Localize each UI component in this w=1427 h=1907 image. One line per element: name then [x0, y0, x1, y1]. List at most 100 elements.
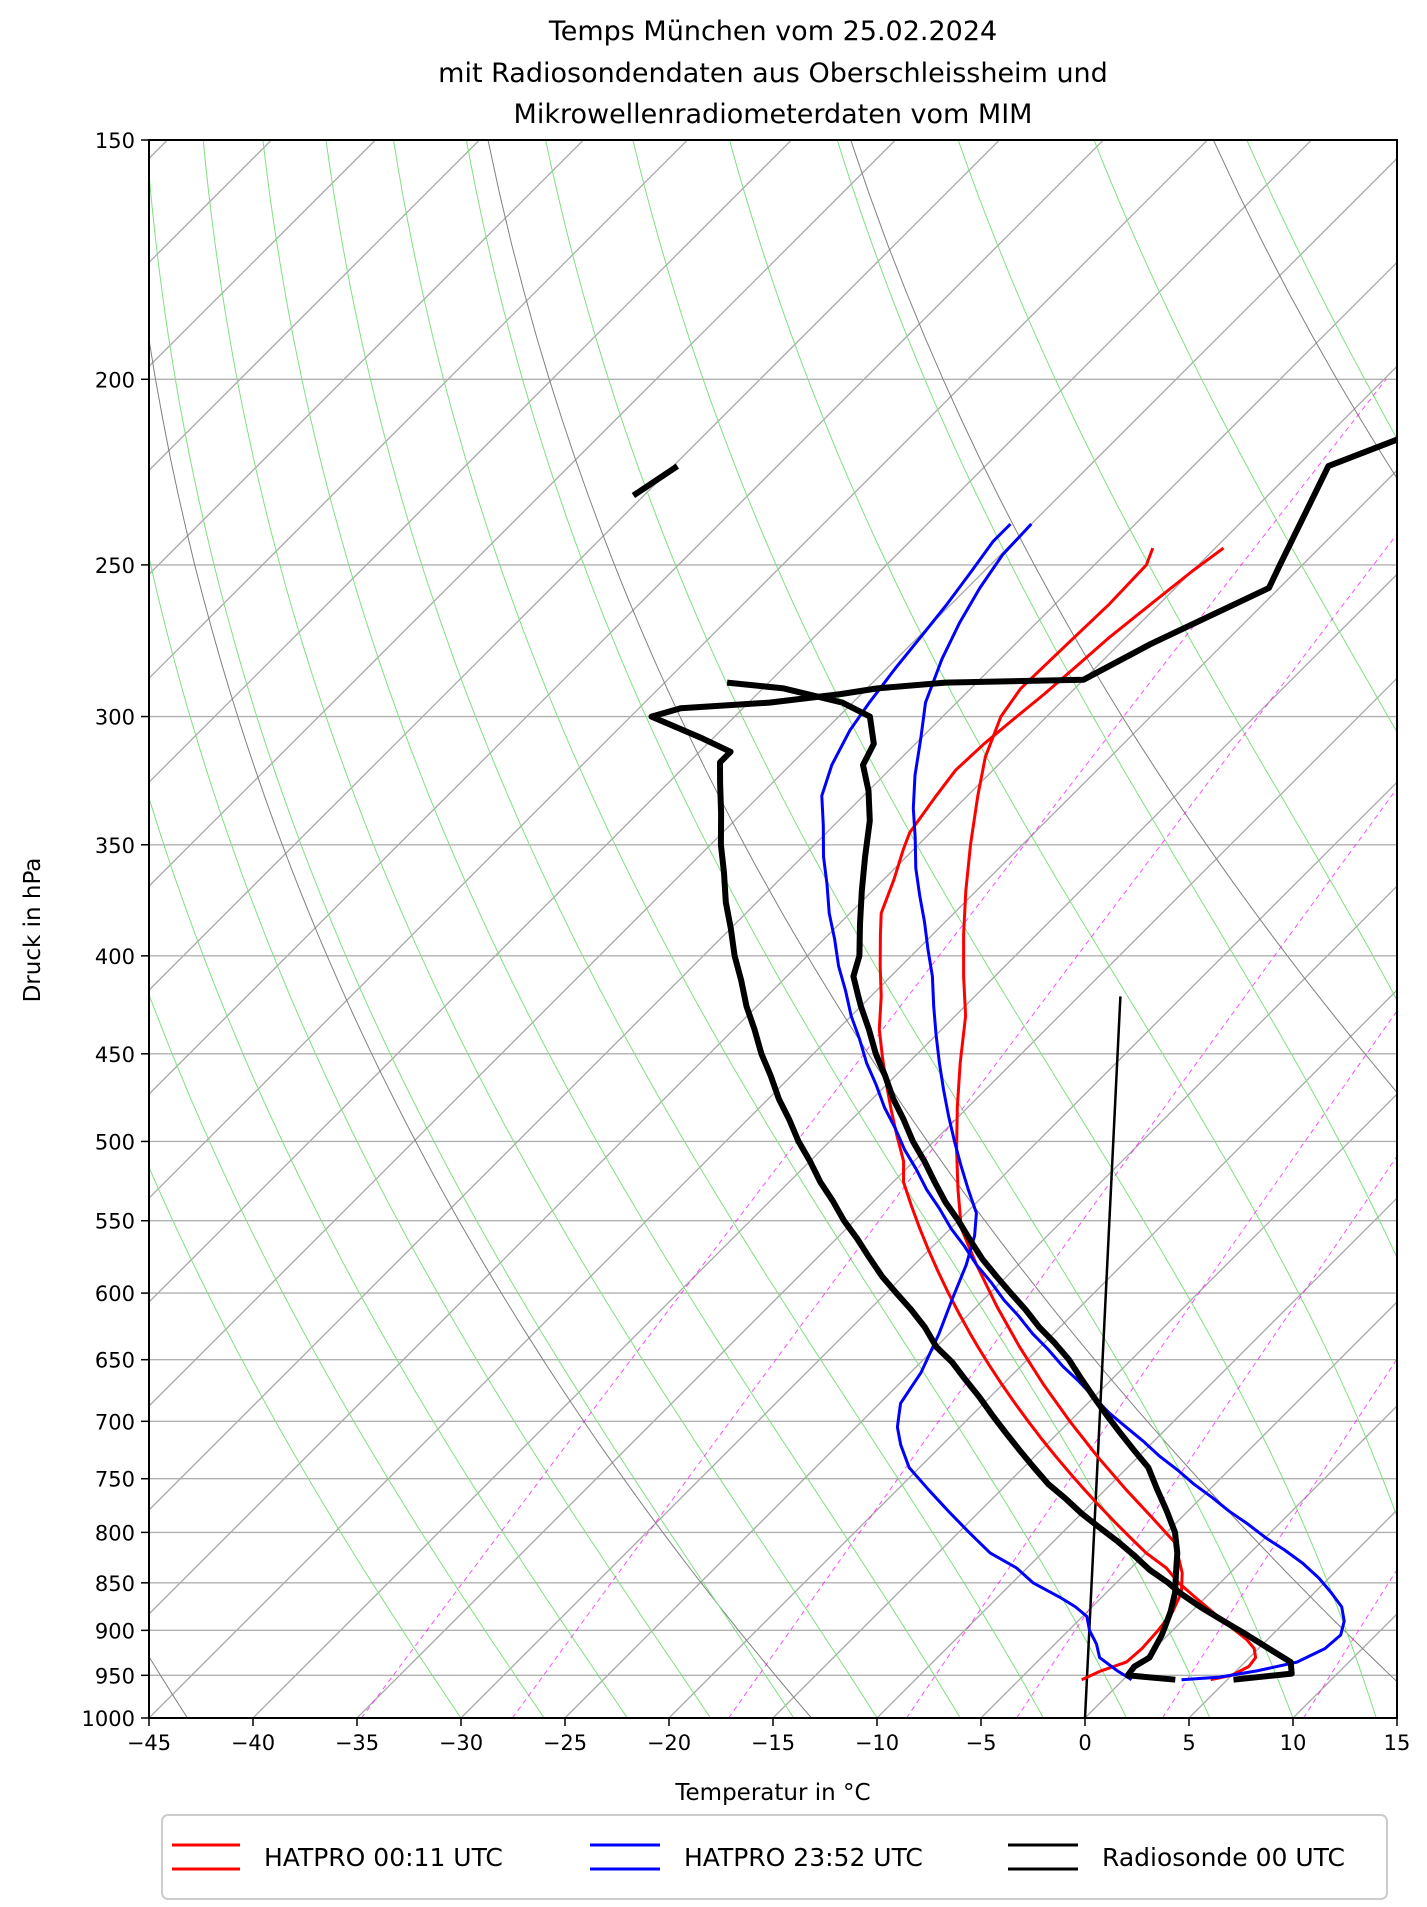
- y-tick-label-550: 550: [95, 1210, 135, 1234]
- moist-adiabat-26: [957, 140, 1397, 1002]
- x-tick-label-10: 10: [1280, 1731, 1307, 1755]
- isotherm-0: [1084, 1405, 1397, 1718]
- grid-layer: [149, 140, 1397, 1718]
- isotherm--80: [149, 140, 1000, 992]
- legend: HATPRO 00:11 UTC HATPRO 23:52 UTC Radios…: [161, 1814, 1388, 1900]
- y-tick-label-1000: 1000: [82, 1707, 135, 1731]
- chart-title: Temps München vom 25.02.2024 mit Radioso…: [438, 16, 1108, 130]
- series-hatpro-23-52-utc-3: [820, 522, 1346, 1682]
- moist-adiabat-14: [632, 140, 1377, 1718]
- x-tick-label--5: −5: [966, 1731, 997, 1755]
- isotherm--35: [356, 677, 1397, 1718]
- surface-lapse-line: [1083, 996, 1122, 1718]
- y-tick-label-250: 250: [95, 554, 135, 578]
- moist-adiabat--26: [149, 993, 545, 1718]
- y-tick-label-200: 200: [95, 368, 135, 392]
- legend-label-hatpro-2352: HATPRO 23:52 UTC: [684, 1843, 923, 1872]
- moist-adiabat--30: [149, 1166, 462, 1718]
- y-tick-label-400: 400: [95, 945, 135, 969]
- x-tick-label-5: 5: [1182, 1731, 1195, 1755]
- isotherm--40: [252, 573, 1397, 1718]
- isotherm--25: [564, 885, 1397, 1718]
- isotherm-15: [1396, 1717, 1397, 1718]
- title-line-1: Temps München vom 25.02.2024: [548, 16, 997, 47]
- isotherm--70: [149, 140, 1208, 1200]
- x-tick-label--35: −35: [335, 1731, 379, 1755]
- moist-adiabat-22: [836, 140, 1397, 1259]
- moist-adiabat--10: [202, 140, 878, 1718]
- mixing-ratio-line-0.4: [511, 533, 1397, 1718]
- y-tick-label-850: 850: [95, 1572, 135, 1596]
- isotherm--90: [149, 140, 792, 784]
- moist-adiabat--6: [262, 140, 961, 1718]
- x-tick-label--15: −15: [751, 1731, 795, 1755]
- y-tick-label-450: 450: [95, 1043, 135, 1067]
- isotherm--95: [149, 140, 688, 680]
- dry-adiabat-320: [850, 140, 1397, 1094]
- isotherm--50: [149, 365, 1397, 1615]
- y-tick-label-650: 650: [95, 1349, 135, 1373]
- dry-adiabat-290: [487, 140, 1397, 1683]
- moist-adiabat-10: [545, 140, 1294, 1718]
- isotherm--55: [149, 261, 1397, 1511]
- isotherm--65: [149, 140, 1312, 1304]
- series-hatpro-23-52-utc-2: [895, 522, 1133, 1681]
- series-hatpro-00-11-utc-0: [955, 547, 1184, 1682]
- y-tick-label-700: 700: [95, 1410, 135, 1434]
- y-tick-label-900: 900: [95, 1619, 135, 1643]
- isotherm--105: [149, 140, 480, 472]
- isotherm--75: [149, 140, 1104, 1096]
- y-tick-label-500: 500: [95, 1130, 135, 1154]
- y-axis-label: Druck in hPa: [20, 858, 46, 1003]
- legend-box: [161, 1814, 1388, 1900]
- x-tick-label--30: −30: [439, 1731, 483, 1755]
- y-tick-label-300: 300: [95, 706, 135, 730]
- y-tick-label-950: 950: [95, 1664, 135, 1688]
- y-tick-label-800: 800: [95, 1521, 135, 1545]
- moist-adiabat-38: [1418, 140, 1427, 1718]
- mixing-ratio-line-5: [1161, 1358, 1397, 1718]
- reference-lines: [149, 140, 1427, 1718]
- isotherm--20: [668, 989, 1397, 1718]
- moist-adiabat-30: [1093, 140, 1397, 734]
- dry-adiabat-260: [149, 336, 812, 1718]
- x-axis-label: Temperatur in °C: [674, 1780, 870, 1806]
- moist-adiabat--22: [149, 796, 628, 1718]
- moist-adiabat--2: [325, 140, 1044, 1718]
- data-series: [631, 436, 1397, 1683]
- y-axis: 1000 950 900 850 800 750 700 650 600 550 500 450 400…: [82, 129, 149, 1731]
- isotherm--100: [149, 140, 584, 576]
- title-line-2: mit Radiosondendaten aus Oberschleisshei…: [438, 58, 1108, 89]
- isotherm--85: [149, 140, 896, 888]
- x-tick-label--20: −20: [647, 1731, 691, 1755]
- isotherm--5: [980, 1301, 1397, 1718]
- moist-adiabat-18: [729, 140, 1397, 1519]
- legend-label-radiosonde: Radiosonde 00 UTC: [1102, 1843, 1345, 1872]
- isotherm--60: [149, 157, 1397, 1407]
- mixing-ratio-line-2: [906, 1010, 1397, 1718]
- isotherm--45: [149, 469, 1397, 1718]
- x-tick-label-0: 0: [1078, 1731, 1091, 1755]
- isotherm--110: [149, 140, 376, 368]
- y-tick-label-150: 150: [95, 129, 135, 153]
- mixing-ratio-line-0.2: [361, 378, 1387, 1718]
- x-tick-label--45: −45: [127, 1731, 171, 1755]
- series-radiosonde-00-utc-4: [726, 679, 1181, 1683]
- moist-adiabat-34: [1246, 140, 1397, 440]
- moist-adiabat--18: [149, 554, 712, 1718]
- mixing-ratio-line-8: [1303, 1568, 1397, 1718]
- series-radiosonde-00-utc-6: [631, 463, 680, 498]
- mixing-ratio-line-1: [728, 787, 1397, 1718]
- x-axis: −45 −40 −35 −30 −25 −20 −15 −10 −5 0 5 10 15: [127, 1718, 1411, 1755]
- series-hatpro-00-11-utc-1: [877, 546, 1258, 1682]
- x-tick-label--10: −10: [855, 1731, 899, 1755]
- isotherm--30: [460, 781, 1397, 1718]
- y-tick-label-750: 750: [95, 1468, 135, 1492]
- y-tick-label-350: 350: [95, 834, 135, 858]
- isotherm--15: [772, 1093, 1397, 1718]
- x-tick-label-15: 15: [1384, 1731, 1411, 1755]
- moist-adiabat-6: [465, 140, 1211, 1718]
- moist-adiabat-2: [393, 140, 1128, 1718]
- x-tick-label--40: −40: [231, 1731, 275, 1755]
